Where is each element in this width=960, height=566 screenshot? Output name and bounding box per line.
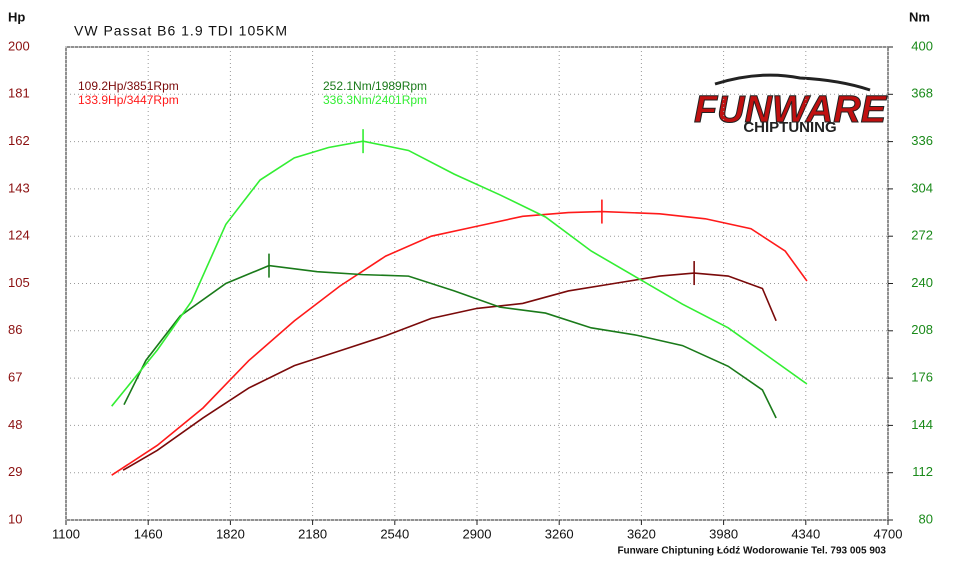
logo-brand: FUNWARE (694, 89, 888, 131)
y-tick-label: 200 (8, 38, 30, 53)
y-tick-label: 86 (8, 322, 22, 337)
y-tick-label: 124 (8, 228, 30, 243)
y-tick-label: 162 (8, 133, 30, 148)
x-tick-label: 4340 (791, 526, 820, 541)
y2-tick-label: 272 (911, 228, 933, 243)
series-line (123, 264, 777, 419)
x-tick-label: 3620 (627, 526, 656, 541)
x-tick-label: 2180 (298, 526, 327, 541)
annotation: 133.9Hp/3447Rpm (78, 93, 179, 107)
y-tick-label: 67 (8, 370, 22, 385)
chart-title: VW Passat B6 1.9 TDI 105KM (74, 23, 288, 39)
y2-tick-label: 368 (911, 86, 933, 101)
x-tick-label: 1820 (216, 526, 245, 541)
y-tick-label: 29 (8, 464, 22, 479)
y2-tick-label: 304 (911, 180, 933, 195)
y2-tick-label: 144 (911, 417, 933, 432)
annotation: 252.1Nm/1989Rpm (323, 79, 427, 93)
x-tick-label: 2900 (463, 526, 492, 541)
logo-swoosh (714, 73, 871, 92)
x-tick-label: 2540 (380, 526, 409, 541)
x-tick-label: 1100 (52, 526, 80, 541)
series-line (122, 272, 777, 471)
logo-sub: CHIPTUNING (743, 119, 836, 136)
x-tick-label: 3980 (709, 526, 738, 541)
y2-tick-label: 176 (911, 370, 933, 385)
y-tick-label: 10 (8, 511, 22, 526)
x-tick-label: 3260 (545, 526, 574, 541)
y-tick-label: 105 (8, 275, 30, 290)
y2-tick-label: 208 (911, 322, 933, 337)
y-tick-label: 181 (8, 86, 30, 101)
series-line (111, 140, 808, 407)
y2-axis-label: Nm (909, 9, 930, 24)
y-axis-label: Hp (8, 9, 25, 24)
y-tick-label: 143 (8, 180, 30, 195)
y-tick-label: 48 (8, 417, 22, 432)
y2-tick-label: 400 (911, 38, 933, 53)
footer: Funware Chiptuning Łódź Wodorowanie Tel.… (617, 546, 886, 557)
x-tick-label: 1460 (134, 526, 163, 541)
annotation: 109.2Hp/3851Rpm (78, 79, 179, 93)
series-line (111, 210, 808, 476)
x-tick-label: 4700 (874, 526, 903, 541)
y2-tick-label: 336 (911, 133, 933, 148)
y2-tick-label: 112 (912, 464, 933, 479)
y2-tick-label: 240 (911, 275, 933, 290)
annotation: 336.3Nm/2401Rpm (323, 93, 427, 107)
y2-tick-label: 80 (919, 511, 933, 526)
